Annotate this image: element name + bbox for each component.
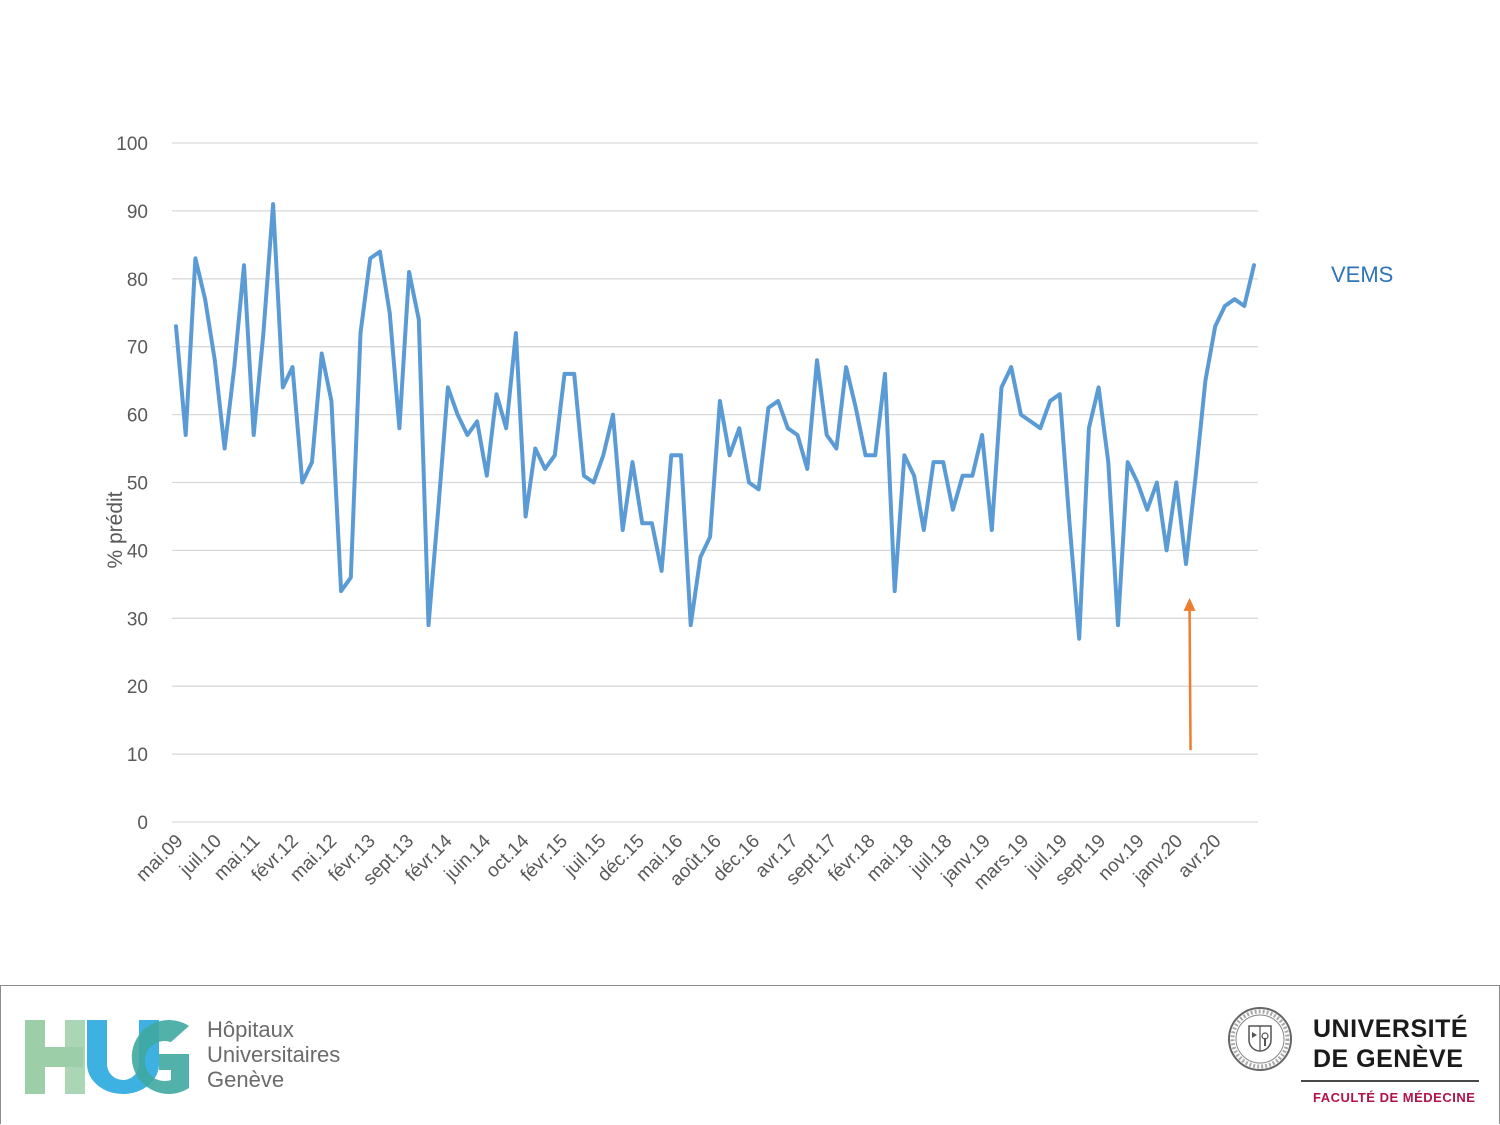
y-tick-label: 100 [116, 134, 148, 155]
x-tick-label: avr.20 [1174, 831, 1225, 882]
y-tick-label: 80 [127, 270, 148, 291]
y-tick-label: 20 [127, 677, 148, 698]
y-tick-label: 0 [137, 813, 148, 834]
arrow-head-icon [1183, 597, 1196, 611]
annotation-arrow [1183, 597, 1196, 751]
x-tick-label: mai.09 [132, 831, 187, 886]
y-tick-label: 70 [127, 338, 148, 359]
hug-name-line: Genève [207, 1067, 285, 1092]
unige-faculty: FACULTÉ DE MÉDECINE [1313, 1090, 1476, 1105]
unige-divider [1301, 1080, 1479, 1082]
y-tick-label: 40 [127, 541, 148, 562]
series-points [174, 202, 1256, 641]
unige-name-line: UNIVERSITÉ [1313, 1015, 1469, 1043]
unige-name: UNIVERSITÉ DE GENÈVE [1313, 1014, 1468, 1074]
x-axis-ticks: mai.09juil.10mai.11févr.12mai.12févr.13s… [132, 830, 1225, 894]
y-tick-label: 90 [127, 202, 148, 223]
hug-name-line: Universitaires [207, 1042, 341, 1067]
hug-logo-g [131, 1020, 189, 1094]
hug-logo [25, 1020, 189, 1094]
unige-seal-icon [1228, 1007, 1292, 1071]
footer: Hôpitaux Universitaires Genève UNIVERSIT… [0, 985, 1500, 1124]
hug-logo-h-right [65, 1020, 85, 1094]
unige-name-line: DE GENÈVE [1313, 1045, 1464, 1073]
series-line-vems [174, 202, 1256, 641]
chart: 0 10 20 30 40 50 60 70 80 90 100 mai.09juil.10mai.… [104, 134, 1393, 894]
hug-name-line: Hôpitaux [207, 1017, 294, 1042]
legend-label-vems: VEMS [1331, 262, 1393, 287]
y-tick-label: 60 [127, 406, 148, 427]
y-tick-label: 50 [127, 474, 148, 495]
hug-name: Hôpitaux Universitaires Genève [207, 1017, 340, 1092]
y-axis-ticks: 0 10 20 30 40 50 60 70 80 90 100 [116, 134, 148, 834]
arrow-shaft [1188, 609, 1192, 751]
y-tick-label: 30 [127, 609, 148, 630]
y-tick-label: 10 [127, 745, 148, 766]
y-axis-label: % prédit [104, 491, 127, 568]
